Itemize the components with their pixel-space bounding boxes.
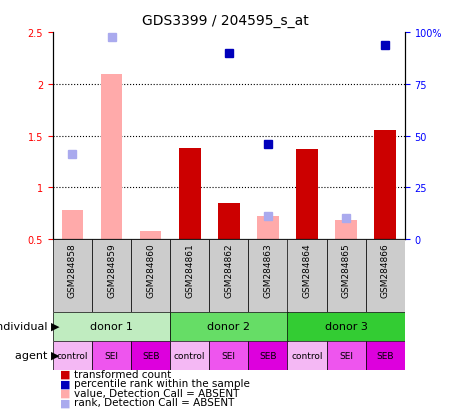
Bar xyxy=(92,341,131,370)
Text: donor 2: donor 2 xyxy=(207,321,250,331)
Text: ■: ■ xyxy=(60,397,70,407)
Bar xyxy=(248,240,287,312)
Bar xyxy=(296,150,317,240)
Text: GSM284862: GSM284862 xyxy=(224,243,233,298)
Text: ■: ■ xyxy=(60,378,70,388)
Text: GSM284861: GSM284861 xyxy=(185,243,194,298)
Bar xyxy=(287,312,404,341)
Bar xyxy=(92,240,131,312)
Text: ▶: ▶ xyxy=(50,350,59,360)
Text: SEI: SEI xyxy=(104,351,118,360)
Text: ■: ■ xyxy=(60,388,70,398)
Bar xyxy=(218,204,239,240)
Bar xyxy=(170,341,209,370)
Text: GSM284858: GSM284858 xyxy=(68,243,77,298)
Bar xyxy=(365,341,404,370)
Text: SEB: SEB xyxy=(141,351,159,360)
Bar xyxy=(326,341,365,370)
Text: control: control xyxy=(174,351,205,360)
Bar xyxy=(365,240,404,312)
Text: GSM284859: GSM284859 xyxy=(107,243,116,298)
Bar xyxy=(209,240,248,312)
Text: GSM284864: GSM284864 xyxy=(302,243,311,298)
Text: ■: ■ xyxy=(60,369,70,379)
Bar xyxy=(62,211,83,240)
Bar xyxy=(101,74,122,240)
Text: GSM284866: GSM284866 xyxy=(380,243,389,298)
Bar xyxy=(326,240,365,312)
Text: GSM284865: GSM284865 xyxy=(341,243,350,298)
Text: SEB: SEB xyxy=(375,351,393,360)
Text: ▶: ▶ xyxy=(50,321,59,331)
Bar xyxy=(131,240,170,312)
Text: transformed count: transformed count xyxy=(73,369,170,379)
Text: agent: agent xyxy=(15,350,50,360)
Bar xyxy=(209,341,248,370)
Bar xyxy=(257,217,278,240)
Text: SEB: SEB xyxy=(258,351,276,360)
Text: value, Detection Call = ABSENT: value, Detection Call = ABSENT xyxy=(73,388,239,398)
Bar xyxy=(248,341,287,370)
Bar xyxy=(335,221,356,240)
Bar xyxy=(170,312,287,341)
Text: donor 3: donor 3 xyxy=(324,321,367,331)
Text: individual: individual xyxy=(0,321,50,331)
Text: SEI: SEI xyxy=(338,351,353,360)
Text: GDS3399 / 204595_s_at: GDS3399 / 204595_s_at xyxy=(142,14,308,28)
Text: SEI: SEI xyxy=(221,351,235,360)
Text: rank, Detection Call = ABSENT: rank, Detection Call = ABSENT xyxy=(73,397,234,407)
Text: GSM284860: GSM284860 xyxy=(146,243,155,298)
Bar xyxy=(53,240,92,312)
Bar xyxy=(140,231,161,240)
Bar xyxy=(287,341,326,370)
Text: donor 1: donor 1 xyxy=(90,321,133,331)
Text: GSM284863: GSM284863 xyxy=(263,243,272,298)
Bar xyxy=(53,312,170,341)
Text: control: control xyxy=(56,351,88,360)
Bar xyxy=(179,149,200,240)
Bar xyxy=(374,131,395,240)
Text: percentile rank within the sample: percentile rank within the sample xyxy=(73,378,249,388)
Bar xyxy=(287,240,326,312)
Bar xyxy=(53,341,92,370)
Text: control: control xyxy=(291,351,322,360)
Bar xyxy=(170,240,209,312)
Bar xyxy=(131,341,170,370)
